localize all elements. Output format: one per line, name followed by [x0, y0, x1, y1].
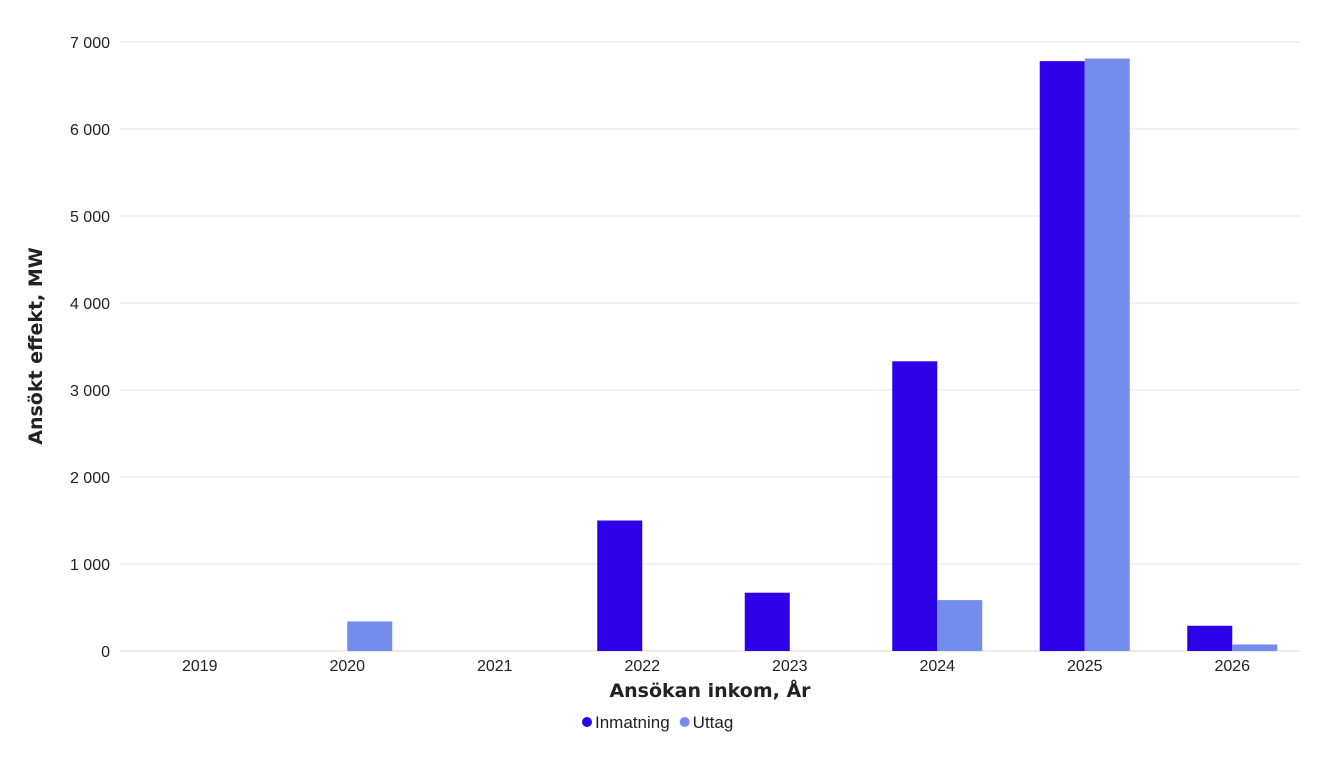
y-tick-label: 6 000	[70, 122, 110, 139]
y-tick-label: 2 000	[70, 470, 110, 487]
legend-item-inmatning: Inmatning	[582, 713, 670, 732]
y-tick-label: 7 000	[70, 35, 110, 52]
legend: Inmatning Uttag	[582, 713, 733, 732]
x-tick-label: 2023	[772, 658, 808, 675]
x-tick-label: 2024	[919, 658, 955, 675]
y-tick-label: 5 000	[70, 209, 110, 226]
legend-marker	[582, 717, 592, 727]
x-axis-ticks: 2019 2020 2021 2022 2023 2024 2025 2026	[182, 658, 1250, 675]
bar-uttag-2020	[347, 621, 393, 651]
y-tick-label: 1 000	[70, 557, 110, 574]
y-tick-label: 3 000	[70, 383, 110, 400]
bar-uttag-2026	[1232, 644, 1278, 651]
x-axis-title: Ansökan inkom, År	[609, 678, 811, 702]
y-tick-label: 0	[101, 644, 110, 661]
bars	[347, 58, 1278, 651]
x-tick-label: 2020	[329, 658, 365, 675]
gridlines	[120, 41, 1300, 652]
bar-inmatning-2022	[597, 520, 643, 651]
bar-uttag-2024	[937, 600, 983, 651]
x-tick-label: 2019	[182, 658, 218, 675]
legend-marker	[679, 717, 690, 727]
y-axis-ticks: 0 1 000 2 000 3 000 4 000 5 000 6 000 7 000	[70, 35, 110, 661]
x-tick-label: 2025	[1067, 658, 1103, 675]
bar-uttag-2025	[1084, 58, 1130, 651]
legend-label: Inmatning	[595, 713, 670, 732]
legend-item-uttag: Uttag	[679, 713, 734, 732]
x-tick-label: 2022	[624, 658, 660, 675]
x-tick-label: 2026	[1214, 658, 1250, 675]
legend-label: Uttag	[693, 713, 734, 732]
y-axis-title: Ansökt effekt, MW	[25, 247, 47, 445]
x-tick-label: 2021	[477, 658, 513, 675]
bar-inmatning-2025	[1039, 61, 1085, 651]
bar-inmatning-2024	[892, 361, 938, 651]
y-tick-label: 4 000	[70, 296, 110, 313]
bar-inmatning-2023	[744, 592, 790, 651]
bar-inmatning-2026	[1187, 625, 1233, 651]
